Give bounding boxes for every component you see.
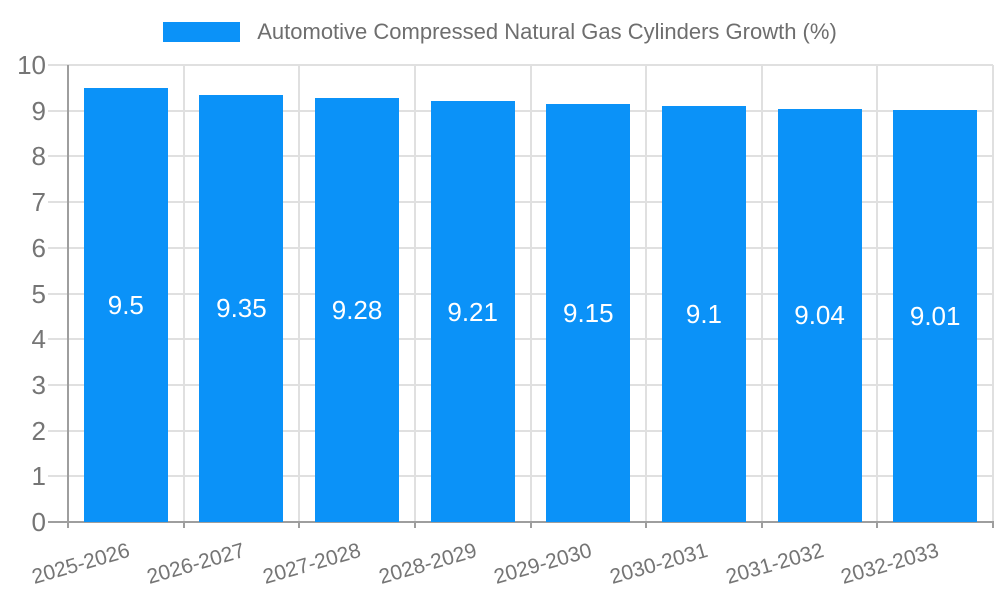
chart-legend: Automotive Compressed Natural Gas Cylind… bbox=[0, 18, 1000, 46]
y-gridline bbox=[48, 475, 993, 478]
bar bbox=[893, 110, 978, 522]
x-gridline bbox=[413, 65, 416, 522]
y-gridline bbox=[48, 64, 993, 66]
bar bbox=[315, 97, 400, 522]
x-axis-tick bbox=[298, 522, 301, 528]
bar-value-label: 9.1 bbox=[685, 299, 723, 330]
bar bbox=[661, 106, 746, 522]
y-gridline bbox=[48, 246, 993, 249]
y-axis-tick-label: 9 bbox=[31, 95, 46, 126]
x-axis-tick bbox=[413, 522, 416, 528]
y-axis-line bbox=[67, 65, 69, 528]
y-axis-tick-label: 3 bbox=[31, 369, 46, 400]
y-axis-tick-label: 2 bbox=[31, 415, 46, 446]
y-axis-tick-label: 7 bbox=[31, 187, 46, 218]
y-axis-tick-label: 6 bbox=[31, 232, 46, 263]
bar-value-label: 9.04 bbox=[794, 300, 845, 331]
y-gridline bbox=[48, 429, 993, 432]
x-gridline bbox=[529, 65, 532, 522]
y-gridline bbox=[48, 383, 993, 386]
y-axis-tick-label: 8 bbox=[31, 141, 46, 172]
x-gridline bbox=[182, 65, 185, 522]
bar-value-label: 9.01 bbox=[909, 301, 961, 332]
x-axis-tick bbox=[760, 522, 763, 528]
bar bbox=[546, 103, 631, 522]
y-gridline bbox=[48, 201, 993, 204]
x-gridline bbox=[298, 65, 301, 522]
y-axis-tick-label: 10 bbox=[17, 50, 46, 80]
x-gridline bbox=[876, 65, 879, 522]
y-axis-tick-label: 1 bbox=[31, 461, 46, 492]
x-axis-tick bbox=[876, 522, 879, 528]
bar bbox=[199, 94, 284, 522]
y-axis-tick-label: 0 bbox=[31, 507, 46, 537]
y-axis-tick-label: 5 bbox=[31, 278, 46, 309]
y-axis-tick-label: 4 bbox=[31, 324, 46, 355]
x-axis-tick bbox=[645, 522, 648, 528]
x-axis-tick bbox=[529, 522, 532, 528]
bar-value-label: 9.15 bbox=[563, 297, 614, 328]
y-gridline bbox=[48, 109, 993, 112]
bar-value-label: 9.5 bbox=[107, 289, 144, 320]
bar bbox=[777, 108, 862, 522]
x-gridline bbox=[645, 65, 648, 522]
bar-value-label: 9.28 bbox=[331, 294, 383, 325]
y-gridline bbox=[48, 155, 993, 158]
bar-value-label: 9.21 bbox=[447, 296, 498, 327]
bar bbox=[430, 101, 515, 522]
x-axis-tick bbox=[992, 522, 994, 528]
bar bbox=[83, 87, 168, 522]
x-axis-line bbox=[48, 521, 994, 523]
x-gridline bbox=[992, 65, 994, 522]
legend-swatch bbox=[163, 22, 241, 42]
y-gridline bbox=[48, 338, 993, 341]
legend-label: Automotive Compressed Natural Gas Cylind… bbox=[257, 19, 837, 44]
y-gridline bbox=[48, 292, 993, 295]
bar-value-label: 9.35 bbox=[216, 293, 267, 324]
x-gridline bbox=[760, 65, 763, 522]
x-axis-tick bbox=[182, 522, 185, 528]
